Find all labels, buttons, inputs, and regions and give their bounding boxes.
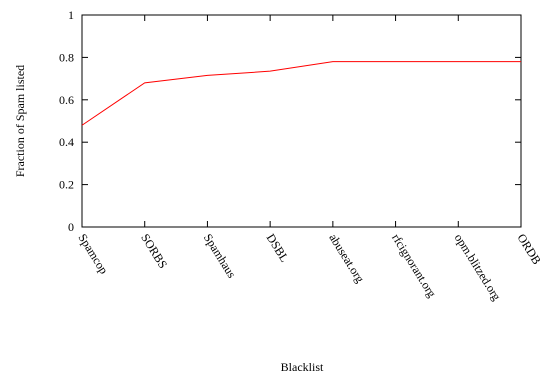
y-axis-label: Fraction of Spam listed xyxy=(13,65,27,177)
y-tick-label: 0 xyxy=(68,220,74,234)
y-tick-label: 1 xyxy=(68,8,74,22)
x-tick-label: SORBS xyxy=(138,231,170,271)
y-tick-label: 0.6 xyxy=(59,93,74,107)
x-tick-label: rfcignorant.org xyxy=(389,231,439,300)
plot-frame xyxy=(81,14,522,228)
x-tick-label: Spamhaus xyxy=(201,231,239,281)
x-axis: Spamcop SORBS Spamhaus DSBL abuseat.org rfcig… xyxy=(75,15,544,303)
x-tick-label: ORDB xyxy=(514,231,544,267)
y-tick-label: 0.2 xyxy=(59,178,74,192)
x-tick-label: DSBL xyxy=(264,231,292,264)
x-axis-label: Blacklist xyxy=(281,360,324,374)
x-tick-label: Spamcop xyxy=(75,231,111,276)
y-tick-label: 0.4 xyxy=(59,135,74,149)
series-line-0 xyxy=(81,61,521,126)
y-tick-label: 0.8 xyxy=(59,50,74,64)
x-tick-label: opm.blitzed.org xyxy=(452,231,504,303)
x-tick-label: abuseat.org xyxy=(326,231,367,285)
y-axis: 0 0.2 0.4 0.6 0.8 1 xyxy=(59,8,521,234)
series-group xyxy=(81,61,521,126)
